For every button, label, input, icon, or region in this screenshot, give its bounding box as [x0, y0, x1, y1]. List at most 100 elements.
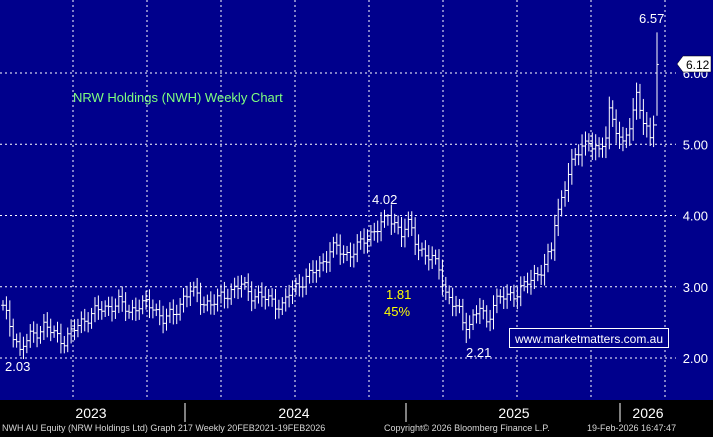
- ohlc-bar: [277, 299, 281, 319]
- y-tick-label: 3.00: [683, 280, 708, 295]
- ohlc-bar: [437, 249, 441, 280]
- ohlc-bar: [587, 133, 591, 152]
- ohlc-bar: [48, 318, 53, 342]
- y-tick-label: 2.00: [683, 351, 708, 366]
- x-axis-label: 2023: [75, 405, 106, 421]
- ohlc-bar: [403, 218, 407, 248]
- ohlc-bar: [522, 276, 526, 292]
- ohlc-bar: [76, 318, 80, 338]
- x-axis-label: 2024: [278, 405, 309, 421]
- footer-timestamp: 19-Feb-2026 16:47:47: [587, 423, 677, 433]
- ohlc-bar: [215, 288, 220, 312]
- ohlc-bar: [610, 100, 615, 127]
- ohlc-bar: [413, 217, 417, 255]
- ohlc-bar: [134, 297, 138, 321]
- ohlc-bar: [529, 269, 533, 295]
- ohlc-bar: [157, 300, 162, 326]
- ohlc-bar: [655, 32, 659, 126]
- ohlc-bar: [478, 298, 482, 325]
- ohlc-bar: [239, 275, 244, 298]
- ohlc-bar: [283, 288, 288, 312]
- ohlc-bar: [229, 283, 234, 305]
- ohlc-bar: [532, 264, 537, 290]
- ohlc-bar: [641, 98, 646, 135]
- ohlc-bar: [243, 276, 247, 290]
- ohlc-bar: [266, 288, 271, 307]
- ohlc-bar: [120, 286, 125, 312]
- ohlc-bar: [28, 324, 33, 348]
- ohlc-bar: [294, 277, 298, 296]
- ohlc-bar: [515, 286, 520, 310]
- ohlc-bar: [631, 98, 635, 141]
- ohlc-bar: [508, 286, 513, 301]
- ohlc-bar: [151, 299, 155, 319]
- footer-security-info: NWH AU Equity (NRW Holdings Ltd) Graph 2…: [2, 423, 326, 433]
- ohlc-bar: [604, 126, 608, 159]
- last-price-tag: 6.12: [676, 55, 712, 73]
- ohlc-bar: [79, 311, 84, 334]
- ohlc-bar: [110, 296, 114, 322]
- ohlc-bar: [140, 295, 145, 315]
- ohlc-bar: [338, 234, 343, 265]
- ohlc-bar: [191, 281, 196, 297]
- ohlc-bar: [396, 215, 400, 235]
- ohlc-bar: [55, 321, 60, 343]
- ohlc-bar: [651, 115, 656, 148]
- ohlc-bar: [123, 292, 128, 322]
- ohlc-bar: [280, 297, 285, 315]
- ohlc-bar: [467, 315, 472, 339]
- ohlc-bar: [481, 299, 486, 320]
- ohlc-bar: [559, 190, 564, 217]
- ohlc-bar: [93, 297, 97, 323]
- ohlc-bar: [52, 325, 56, 338]
- ohlc-bar: [168, 302, 172, 324]
- ohlc-bar: [328, 242, 332, 272]
- ohlc-bar: [362, 228, 366, 254]
- ohlc-bar: [563, 181, 567, 207]
- ohlc-bar: [185, 285, 189, 308]
- ohlc-bar: [484, 305, 489, 328]
- ohlc-bar: [154, 303, 159, 317]
- ohlc-bar: [304, 268, 308, 295]
- ohlc-bar: [96, 295, 101, 320]
- ohlc-bar: [188, 282, 193, 306]
- ohlc-bar: [42, 313, 46, 341]
- ohlc-bar: [147, 289, 152, 319]
- ohlc-bar: [137, 299, 142, 320]
- watermark: www.marketmatters.com.au: [509, 328, 669, 348]
- ohlc-bar: [638, 83, 642, 119]
- ohlc-bar: [178, 297, 182, 321]
- ohlc-bar: [99, 301, 104, 320]
- annotation-drop-percent: 45%: [384, 304, 410, 319]
- ohlc-bar: [8, 300, 12, 337]
- ohlc-bar: [491, 295, 496, 330]
- last-price-value: 6.12: [686, 58, 710, 72]
- ohlc-bar: [495, 288, 499, 314]
- ohlc-bar: [461, 298, 465, 331]
- ohlc-bar: [365, 229, 370, 254]
- annotation-low-2023: 2.03: [5, 359, 30, 374]
- ohlc-bar: [69, 319, 73, 344]
- ohlc-bar: [130, 299, 135, 321]
- ohlc-bar: [226, 288, 230, 309]
- ohlc-bar: [617, 121, 622, 149]
- ohlc-bar: [38, 325, 43, 344]
- ohlc-bar: [18, 332, 22, 356]
- ohlc-bar: [62, 335, 67, 354]
- ohlc-bar: [232, 277, 237, 299]
- ohlc-bar: [444, 276, 448, 301]
- ohlc-bar: [222, 281, 227, 309]
- ohlc-bar: [498, 289, 503, 304]
- ohlc-bar: [300, 276, 305, 298]
- ohlc-bar: [348, 242, 353, 267]
- ohlc-bar: [205, 294, 210, 312]
- ohlc-bar: [593, 134, 598, 161]
- ohlc-bar: [86, 312, 90, 333]
- ohlc-bar: [518, 276, 523, 307]
- ohlc-bar: [433, 249, 438, 265]
- ohlc-bar: [273, 288, 278, 320]
- ohlc-bar: [556, 198, 561, 237]
- ohlc-bar: [614, 109, 618, 144]
- ohlc-bar: [607, 96, 612, 150]
- ohlc-bar: [372, 222, 377, 241]
